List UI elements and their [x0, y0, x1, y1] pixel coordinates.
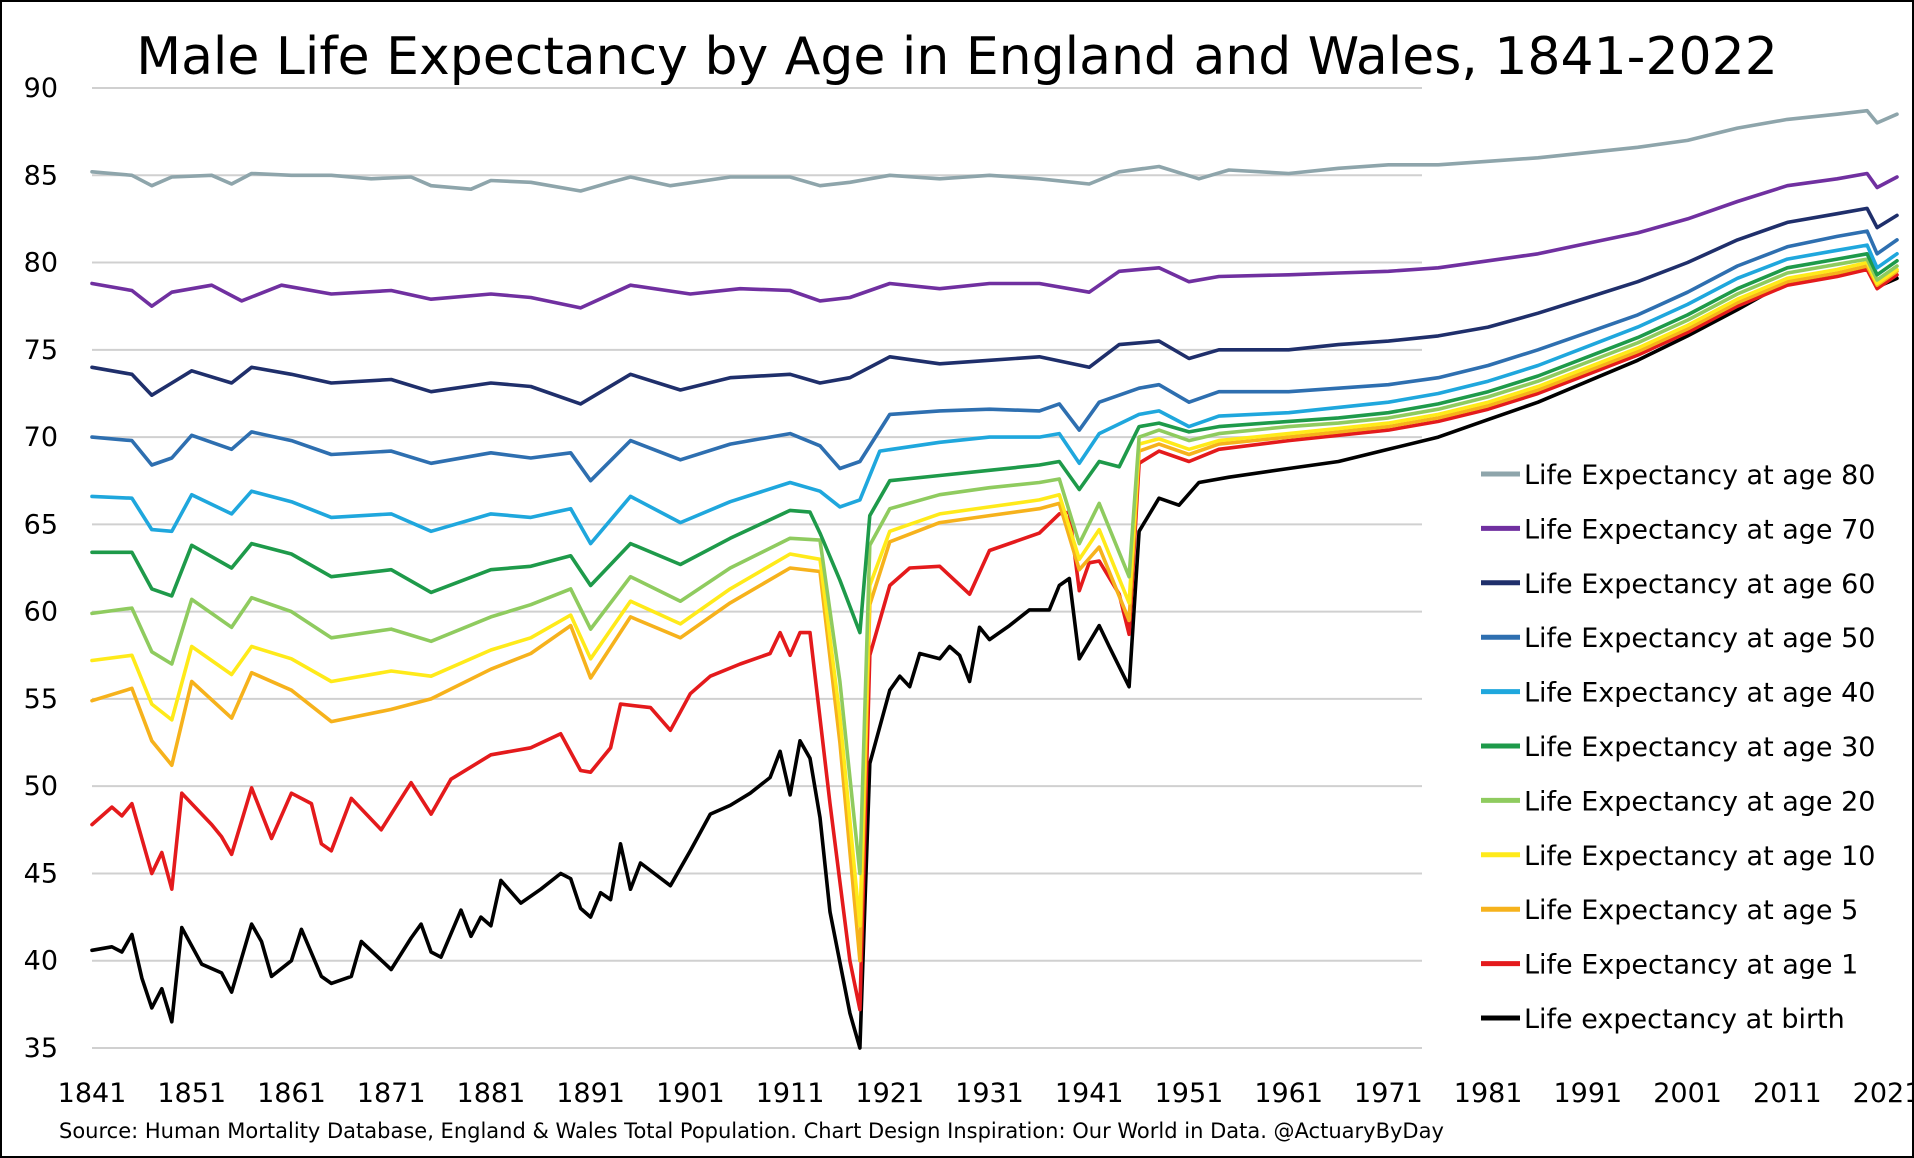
- y-tick-label: 65: [24, 509, 58, 540]
- y-tick-label: 90: [24, 73, 58, 104]
- series-line-2: [90, 206, 1899, 406]
- legend-label: Life Expectancy at age 5: [1524, 895, 1858, 926]
- series-line-7: [90, 260, 1899, 928]
- x-tick-label: 1941: [1055, 1078, 1124, 1109]
- x-tick-label: 1851: [157, 1078, 226, 1109]
- gridlines: [92, 87, 1422, 1049]
- series-line-5: [90, 252, 1899, 635]
- legend: Life Expectancy at age 80 Life Expectancy…: [1481, 460, 1875, 1035]
- y-tick-label: 50: [24, 771, 58, 802]
- source-note: Source: Human Mortality Database, Englan…: [59, 1119, 1444, 1143]
- legend-label: Life Expectancy at age 80: [1524, 460, 1875, 491]
- x-tick-label: 1841: [58, 1078, 127, 1109]
- y-tick-label: 45: [24, 858, 58, 889]
- series-line-3: [90, 229, 1899, 483]
- x-tick-label: 2011: [1753, 1078, 1822, 1109]
- y-tick-label: 35: [24, 1033, 58, 1064]
- x-axis-ticks: 1841 1851 1861 1871 1881 1891 1901 1911 1921 1931…: [58, 1078, 1912, 1109]
- x-tick-label: 2021: [1853, 1078, 1912, 1109]
- legend-label: Life Expectancy at age 60: [1524, 569, 1875, 600]
- series-line-6: [90, 257, 1899, 876]
- y-tick-label: 40: [24, 946, 58, 977]
- legend-label: Life Expectancy at age 1: [1524, 950, 1858, 981]
- series-lines: [90, 108, 1899, 1050]
- chart-title: Male Life Expectancy by Age in England a…: [136, 27, 1778, 87]
- y-tick-label: 85: [24, 160, 58, 191]
- series-line-9: [90, 267, 1899, 1012]
- x-tick-label: 1991: [1553, 1078, 1622, 1109]
- x-tick-label: 1891: [556, 1078, 625, 1109]
- legend-label: Life Expectancy at age 30: [1524, 732, 1875, 763]
- x-tick-label: 1881: [457, 1078, 526, 1109]
- x-tick-label: 1871: [357, 1078, 426, 1109]
- series-line-0: [90, 108, 1899, 193]
- x-tick-label: 1981: [1454, 1078, 1523, 1109]
- legend-label: Life Expectancy at age 20: [1524, 786, 1875, 817]
- x-tick-label: 1901: [656, 1078, 725, 1109]
- y-tick-label: 80: [24, 248, 58, 279]
- series-line-4: [90, 243, 1899, 546]
- y-tick-label: 60: [24, 597, 58, 628]
- x-tick-label: 1931: [955, 1078, 1024, 1109]
- legend-label: Life Expectancy at age 70: [1524, 514, 1875, 545]
- y-tick-label: 55: [24, 684, 58, 715]
- legend-label: Life Expectancy at age 40: [1524, 678, 1875, 709]
- x-tick-label: 1921: [855, 1078, 924, 1109]
- legend-label: Life Expectancy at age 10: [1524, 841, 1875, 872]
- y-tick-label: 70: [24, 422, 58, 453]
- x-tick-label: 1961: [1254, 1078, 1323, 1109]
- series-line-1: [90, 171, 1899, 310]
- series-line-10: [90, 264, 1899, 1050]
- series-line-8: [90, 264, 1899, 963]
- x-tick-label: 1911: [756, 1078, 825, 1109]
- x-tick-label: 1971: [1354, 1078, 1423, 1109]
- x-tick-label: 1861: [257, 1078, 326, 1109]
- x-tick-label: 1951: [1155, 1078, 1224, 1109]
- x-tick-label: 2001: [1653, 1078, 1722, 1109]
- legend-label: Life Expectancy at age 50: [1524, 623, 1875, 654]
- y-tick-label: 75: [24, 335, 58, 366]
- legend-label: Life expectancy at birth: [1524, 1004, 1845, 1035]
- y-axis-ticks: 90 85 80 75 70 65 60 55 50 45 40 35: [24, 73, 58, 1064]
